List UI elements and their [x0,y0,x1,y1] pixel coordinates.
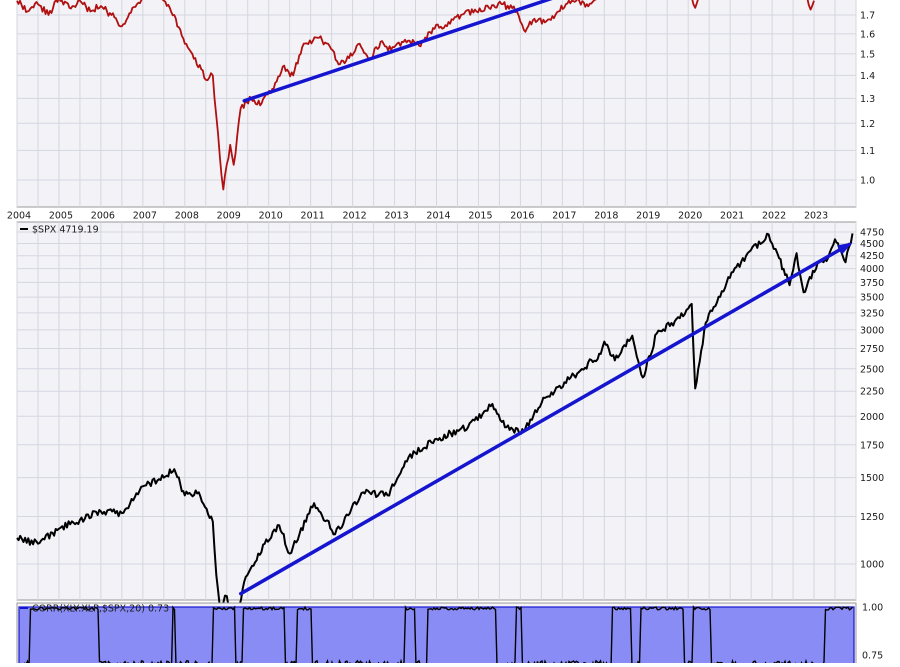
y-tick-label: 4250 [860,251,884,262]
date-axis: 2004 2005 2006 2007 2008 2009 2010 2011 2012 2013… [7,211,828,222]
x-tick-label: 2011 [301,211,325,222]
x-tick-label: 2009 [217,211,241,222]
y-tick-label: 1250 [860,512,884,523]
y-tick-label: 2250 [860,387,884,398]
legend-label: CORR(XLY:XLP,$SPX,20) 0.73 [32,604,169,615]
y-tick-label: 1000 [860,560,884,571]
legend-label: $SPX 4719.19 [32,225,99,236]
x-tick-label: 2014 [426,211,450,222]
indicator-series [19,607,854,663]
y-tick-label: 1.7 [860,11,875,22]
y-tick-label: 3750 [860,278,884,289]
y-tick-label: 1500 [860,473,884,484]
y-tick-label: 1.4 [860,71,875,82]
y-tick-label: 1.0 [860,176,875,187]
y-tick-label: 1.6 [860,29,875,40]
y-tick-label: 1.00 [862,603,883,614]
indicator-y-axis: 0.75 1.00 [862,603,883,662]
x-tick-label: 2005 [49,211,73,222]
y-tick-label: 0.75 [862,651,883,662]
y-tick-label: 3000 [860,325,884,336]
x-tick-label: 2021 [720,211,744,222]
y-tick-label: 2500 [860,364,884,375]
x-tick-label: 2023 [804,211,828,222]
x-tick-label: 2006 [91,211,115,222]
y-tick-label: 3500 [860,293,884,304]
y-tick-label: 2750 [860,344,884,355]
y-tick-label: 2000 [860,412,884,423]
x-tick-label: 2016 [510,211,534,222]
y-tick-label: 4500 [860,239,884,250]
x-tick-label: 2018 [594,211,618,222]
indicator-legend: CORR(XLY:XLP,$SPX,20) 0.73 [20,604,169,615]
x-tick-label: 2020 [678,211,702,222]
y-tick-label: 4000 [860,264,884,275]
x-tick-label: 2017 [552,211,576,222]
x-tick-label: 2007 [133,211,157,222]
x-tick-label: 2008 [175,211,199,222]
y-tick-label: 1.1 [860,146,875,157]
x-tick-label: 2013 [384,211,408,222]
indicator-fill [19,607,854,663]
ratio-y-axis: 1.0 1.1 1.2 1.3 1.4 1.5 1.6 1.7 [860,11,875,187]
y-tick-label: 4750 [860,228,884,239]
y-tick-label: 1.2 [860,119,875,130]
x-tick-label: 2022 [762,211,786,222]
x-tick-label: 2015 [468,211,492,222]
ratio-grid [17,0,856,207]
y-tick-label: 1.3 [860,94,875,105]
x-tick-label: 2012 [343,211,367,222]
price-y-axis: 1000 1250 1500 1750 2000 2250 2500 2750 3000 3250… [860,228,884,571]
x-tick-label: 2010 [259,211,283,222]
x-tick-label: 2019 [636,211,660,222]
x-tick-label: 2004 [7,211,31,222]
y-tick-label: 1.5 [860,49,875,60]
y-tick-label: 3250 [860,308,884,319]
price-legend: $SPX 4719.19 [20,225,99,236]
y-tick-label: 1750 [860,440,884,451]
